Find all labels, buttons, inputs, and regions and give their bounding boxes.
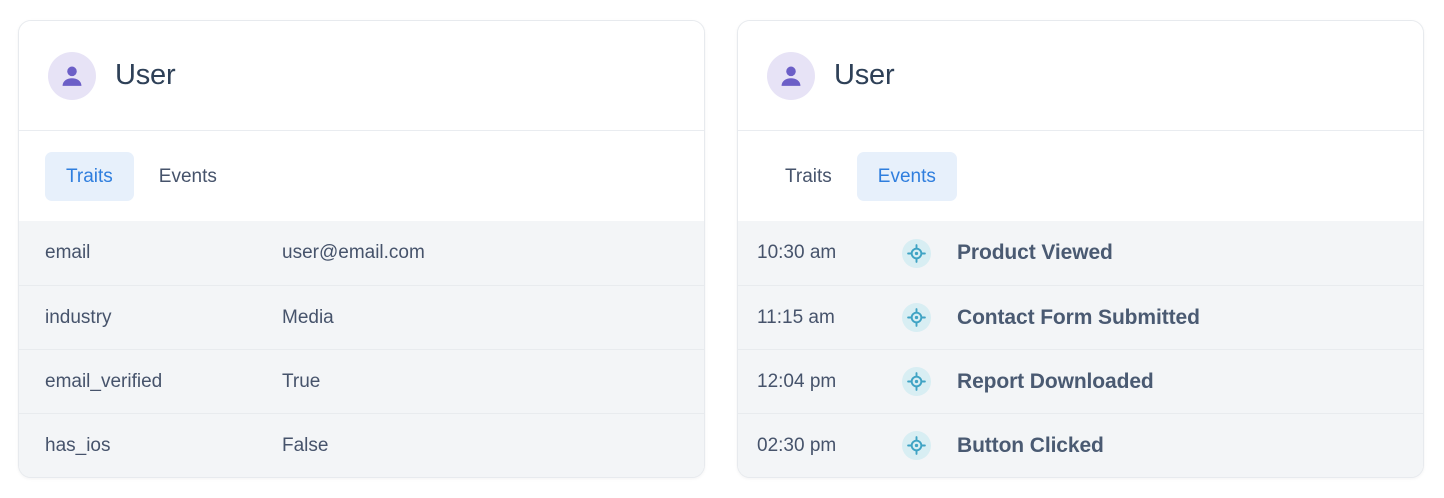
events-list: 10:30 am Product Viewed 11:15 am [738,221,1423,477]
table-row[interactable]: industry Media [19,285,704,349]
event-name: Button Clicked [957,433,1104,457]
target-crosshair-icon [902,238,931,268]
tab-bar: Traits Events [19,131,704,221]
target-crosshair-icon [902,431,931,460]
list-item[interactable]: 10:30 am Product Viewed [738,221,1423,285]
event-time: 11:15 am [757,306,835,328]
event-name: Report Downloaded [957,369,1154,393]
trait-value: user@email.com [282,242,425,263]
trait-value: True [282,370,321,392]
tab-events[interactable]: Events [158,165,217,187]
event-name: Product Viewed [957,241,1113,264]
target-crosshair-icon [902,303,931,332]
table-row[interactable]: has_ios False [19,413,704,477]
table-row[interactable]: email_verified True [19,349,704,413]
user-avatar-icon [767,51,815,100]
tab-traits[interactable]: Traits [45,151,134,201]
user-traits-card: User Traits Events email user@email.com … [18,20,705,478]
trait-value: False [282,434,329,456]
page-title: User [115,59,176,92]
table-row[interactable]: email user@email.com [19,221,704,285]
list-item[interactable]: 02:30 pm Button Clicked [738,413,1423,477]
tab-traits[interactable]: Traits [785,165,832,187]
trait-value: Media [282,306,334,328]
trait-key: email_verified [45,370,163,392]
trait-key: has_ios [45,434,111,456]
card-header: User [19,21,704,132]
list-item[interactable]: 11:15 am Contact Form Submitted [738,285,1423,349]
traits-table: email user@email.com industry Media emai… [19,221,704,477]
event-time: 12:04 pm [757,370,837,392]
trait-key: industry [45,306,112,328]
page-title: User [834,59,895,92]
user-events-card: User Traits Events 10:30 am Product View… [737,20,1424,478]
event-time: 02:30 pm [757,434,837,456]
target-crosshair-icon [902,367,931,396]
card-header: User [738,21,1423,132]
tab-events[interactable]: Events [856,151,957,201]
event-time: 10:30 am [757,242,837,263]
list-item[interactable]: 12:04 pm Report Downloaded [738,349,1423,413]
tab-bar: Traits Events [738,131,1423,221]
event-name: Contact Form Submitted [957,305,1200,329]
trait-key: email [45,242,91,263]
user-avatar-icon [48,51,96,100]
